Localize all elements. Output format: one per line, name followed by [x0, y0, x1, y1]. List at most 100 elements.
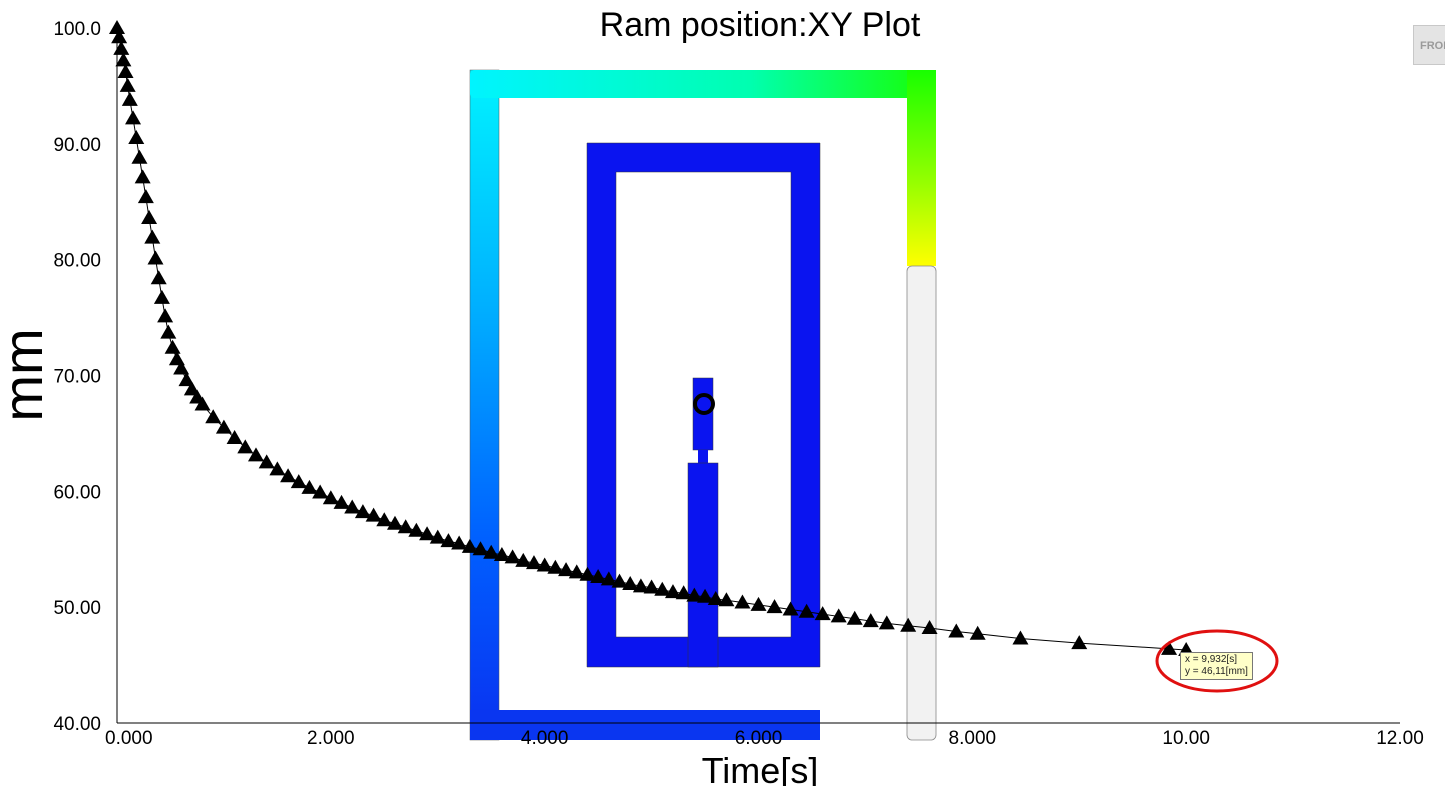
data-point-marker	[878, 615, 895, 630]
data-point-marker	[128, 130, 145, 145]
y-tick-label: 80.00	[53, 251, 101, 272]
data-point-marker	[429, 529, 446, 544]
data-point-marker	[750, 596, 767, 611]
data-point-marker	[525, 555, 542, 570]
data-point-marker	[1161, 640, 1178, 655]
x-tick-label: 0.000	[105, 728, 153, 749]
data-point-marker	[119, 77, 136, 92]
data-point-marker	[579, 566, 596, 581]
x-axis-label: Time[s]	[702, 750, 819, 786]
data-point-marker	[153, 289, 170, 304]
data-point-marker	[290, 474, 307, 489]
data-point-marker	[461, 538, 478, 553]
x-tick-label: 4.000	[521, 728, 569, 749]
data-point-marker	[354, 504, 371, 519]
data-point-marker	[109, 20, 125, 34]
runner-left	[469, 69, 500, 741]
runner-bottom	[470, 710, 820, 740]
data-point-marker	[397, 519, 414, 534]
view-front-button[interactable]: FRONT	[1413, 25, 1445, 65]
data-point-marker	[247, 447, 264, 462]
data-point-marker	[1071, 635, 1088, 650]
red-annotation-circle	[1155, 629, 1279, 693]
data-point-marker	[440, 533, 457, 548]
data-point-marker	[451, 535, 468, 550]
data-point-marker	[322, 490, 339, 505]
data-point-marker	[419, 526, 436, 541]
runner-right-filled	[907, 70, 936, 266]
data-point-marker	[117, 64, 134, 79]
data-point-marker	[280, 468, 297, 483]
data-point-marker	[164, 339, 181, 354]
data-point-marker	[622, 576, 639, 590]
data-point-marker	[301, 479, 318, 494]
injection-point-icon	[693, 393, 715, 415]
data-point-marker	[258, 454, 275, 469]
data-point-marker	[862, 613, 879, 628]
data-point-marker	[948, 623, 965, 638]
x-tick-label: 8.000	[949, 728, 997, 749]
data-point-marker	[718, 592, 735, 607]
data-point-marker	[558, 562, 575, 577]
data-point-marker	[504, 549, 521, 564]
y-tick-label: 90.00	[53, 135, 101, 156]
y-tick-label: 100.0	[53, 19, 101, 40]
xy-plot: 0.000 2.000 4.000 6.000 8.000 10.00 12.00 40.00…	[0, 6, 1424, 786]
data-point-marker	[686, 587, 703, 602]
y-tick-label: 60.00	[53, 482, 101, 503]
x-tick-label: 10.00	[1162, 728, 1210, 749]
chart-title: Ram position:XY Plot	[600, 6, 921, 44]
data-point-marker	[900, 617, 917, 632]
data-point-marker	[157, 308, 174, 323]
x-tick-label: 12.00	[1376, 728, 1424, 749]
data-point-marker	[472, 541, 489, 556]
data-point-marker	[376, 512, 393, 527]
data-point-marker	[194, 396, 211, 411]
data-point-marker	[600, 571, 617, 586]
mold-model	[469, 69, 937, 741]
data-point-marker	[547, 559, 564, 574]
y-tick-label: 50.00	[53, 598, 101, 619]
x-tick-label: 6.000	[735, 728, 783, 749]
data-point-marker	[111, 29, 128, 44]
data-point-marker	[675, 585, 692, 600]
runner-right-unfilled	[906, 265, 937, 741]
series-line	[116, 27, 1187, 651]
data-point-marker	[113, 40, 130, 55]
data-point-marker	[798, 603, 815, 618]
data-point-marker	[226, 430, 243, 445]
data-point-marker	[312, 484, 329, 499]
data-point-marker	[734, 594, 751, 609]
data-point-marker	[134, 169, 151, 184]
data-point-marker	[131, 149, 148, 164]
y-tick-label: 70.00	[53, 367, 101, 388]
data-point-marker	[782, 601, 799, 616]
data-point-marker	[137, 189, 154, 204]
data-point-marker	[237, 439, 254, 454]
data-point-marker	[766, 599, 783, 614]
data-point-marker	[590, 569, 607, 584]
y-tick-label: 40.00	[53, 714, 101, 735]
tooltip-y: y = 46,11[mm]	[1185, 666, 1248, 677]
data-point-marker	[921, 620, 938, 635]
data-point-marker	[205, 409, 222, 424]
y-axis-label: mm	[0, 328, 54, 421]
data-point-marker	[178, 372, 195, 387]
data-point-marker	[1012, 630, 1029, 645]
data-point-marker	[144, 229, 161, 244]
data-tooltip: x = 9,932[s] y = 46,11[mm]	[1180, 652, 1253, 680]
data-point-marker	[386, 515, 403, 530]
data-point-marker	[643, 579, 660, 594]
data-point-marker	[536, 557, 553, 572]
sprue-bar	[687, 462, 719, 668]
data-point-marker	[125, 110, 142, 125]
data-point-marker	[664, 584, 681, 599]
data-point-marker	[115, 52, 132, 67]
data-point-marker	[632, 578, 649, 593]
data-point-marker	[365, 507, 382, 522]
data-point-marker	[830, 608, 847, 623]
data-point-marker	[697, 588, 714, 603]
data-point-marker	[160, 324, 177, 339]
